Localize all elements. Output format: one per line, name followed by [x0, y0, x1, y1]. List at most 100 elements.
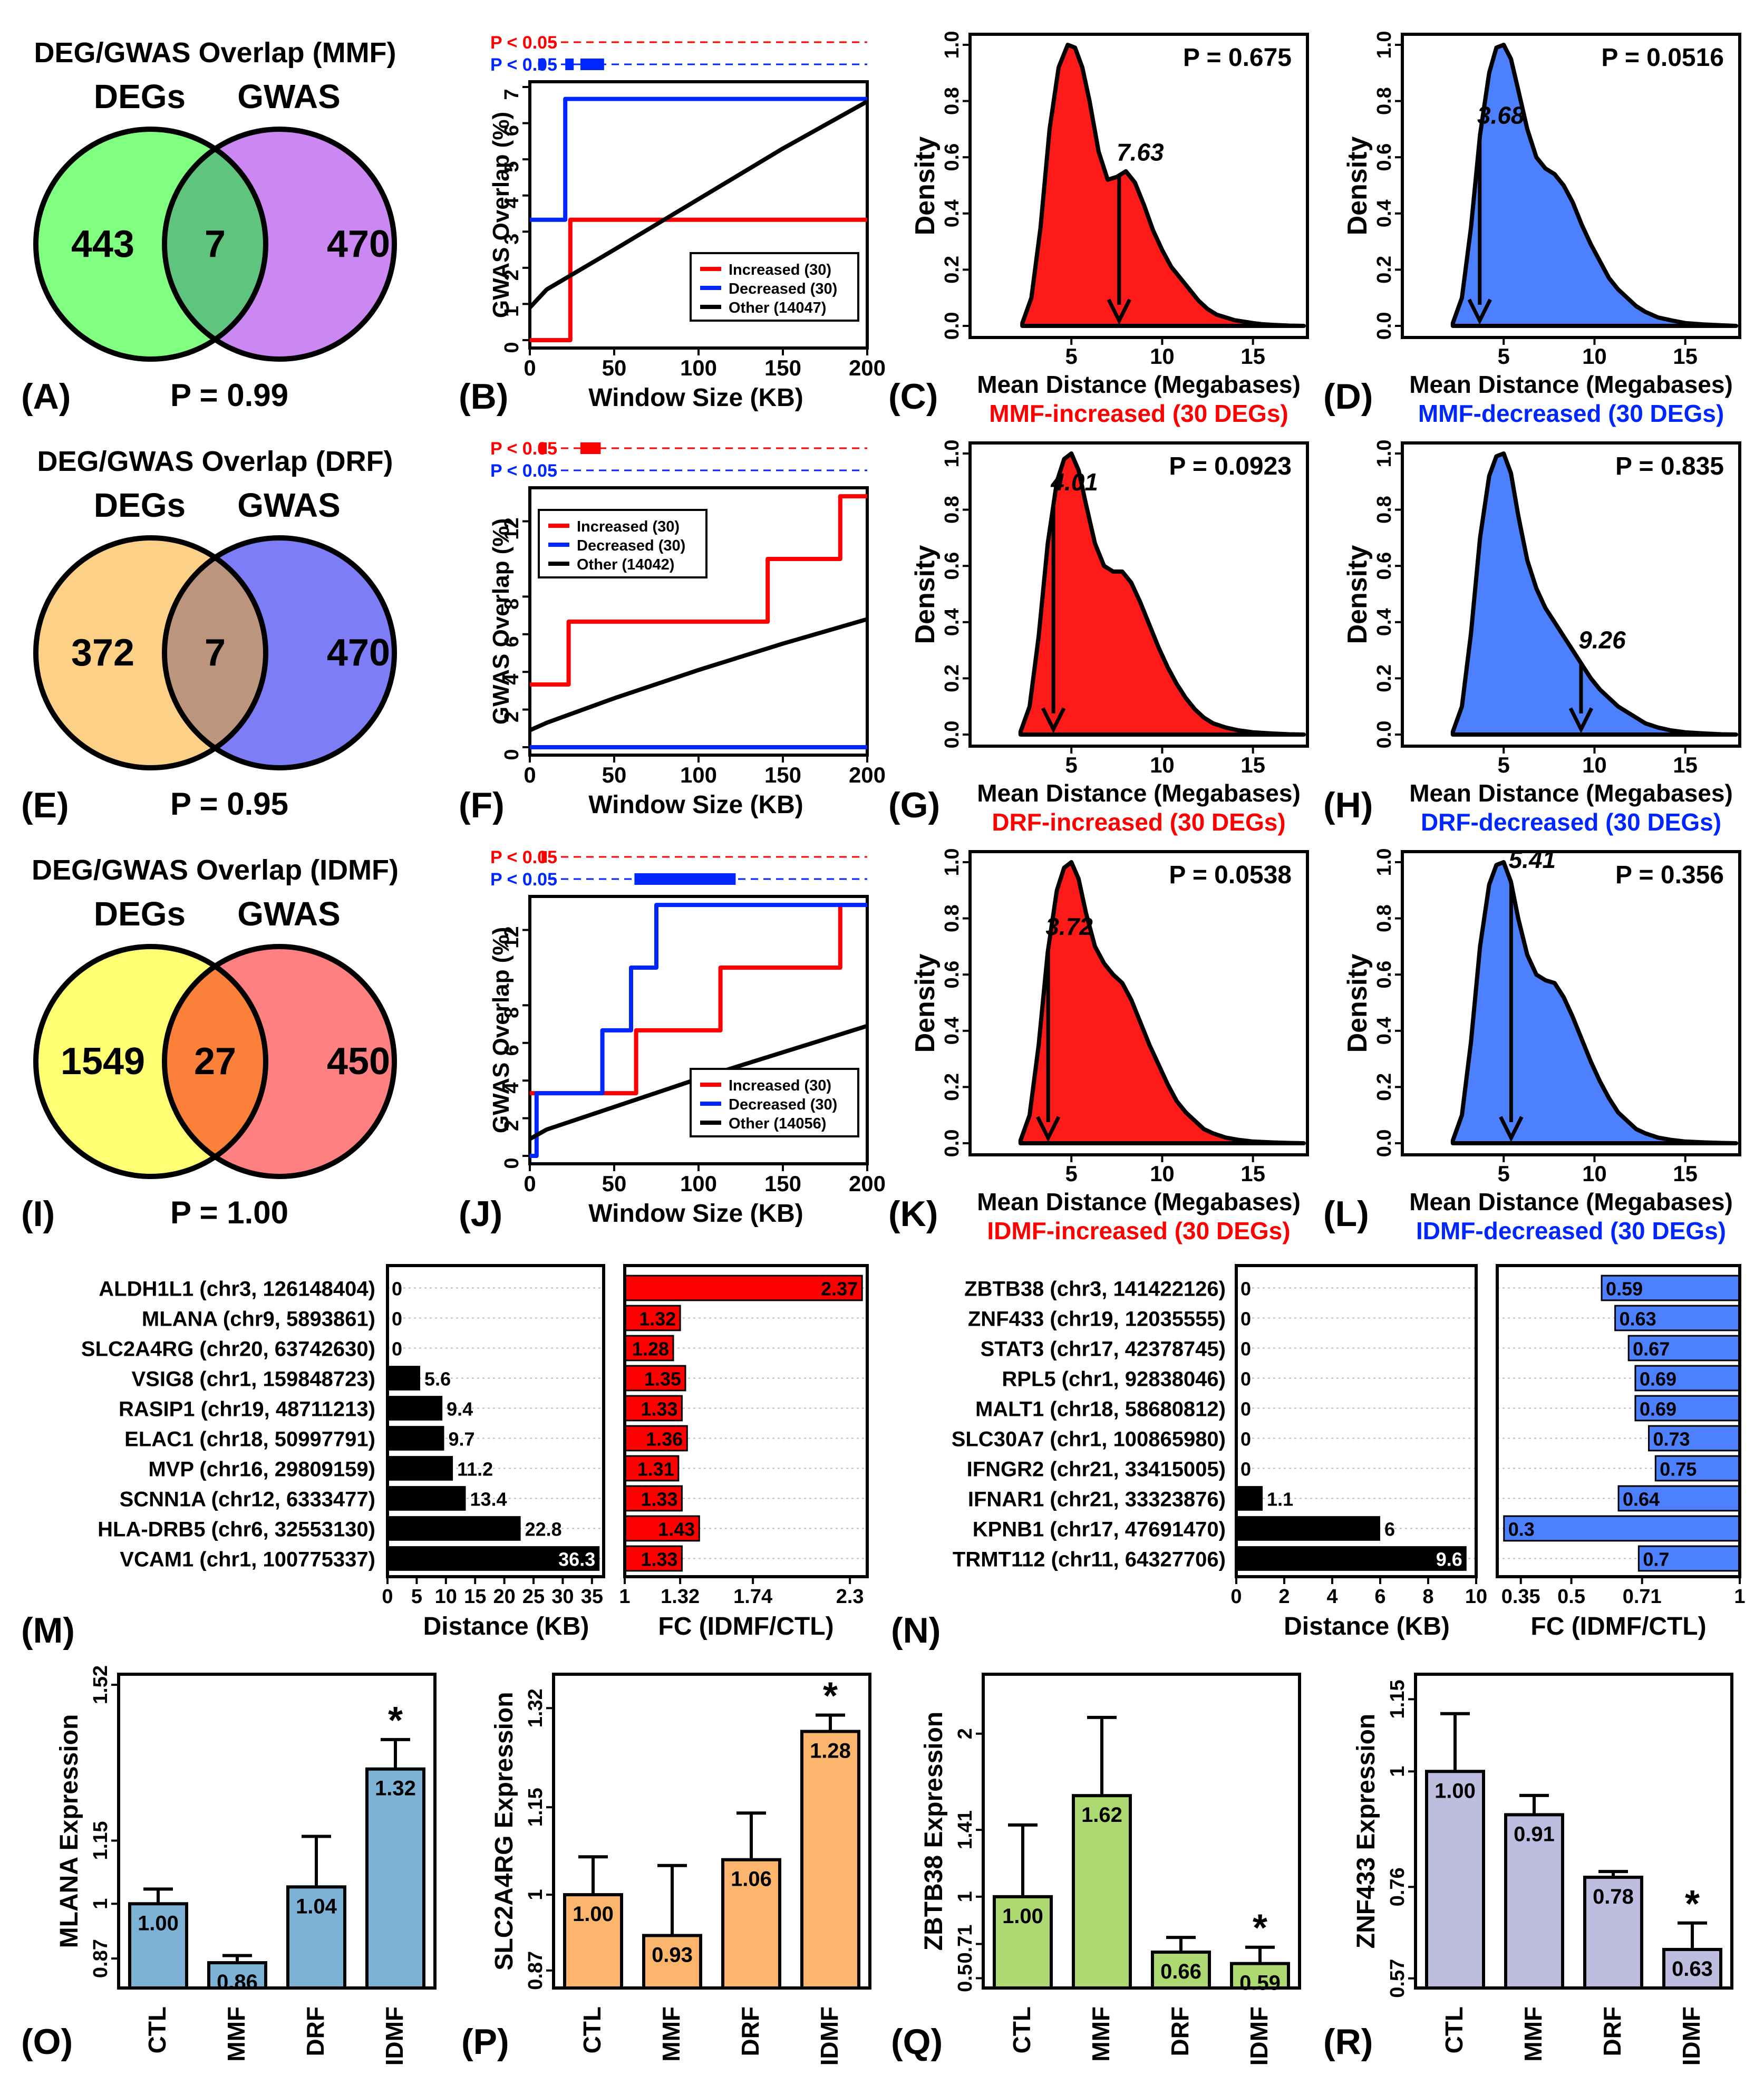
- panel-label: (C): [888, 377, 938, 417]
- x-tick-label: 5: [1065, 752, 1078, 777]
- x-tick-label: 15: [1673, 752, 1698, 777]
- bar-value-label: 0.78: [1593, 1885, 1634, 1908]
- x-tick-label: 150: [764, 1171, 801, 1196]
- fc-bar: [624, 1515, 700, 1542]
- venn-overlap-region: [164, 149, 266, 340]
- marker-value: 9.26: [1578, 626, 1626, 654]
- x-tick-label: 0: [382, 1586, 393, 1608]
- category-label: MMF: [222, 2006, 250, 2062]
- y-axis-label: SLC2A4RG Expression: [490, 1692, 518, 1970]
- panel-label: (H): [1323, 785, 1373, 825]
- x-tick-label: 0.35: [1501, 1586, 1540, 1608]
- density-area: [1450, 43, 1739, 328]
- y-axis-label: MLANA Expression: [55, 1714, 83, 1948]
- y-tick-label: 2: [501, 711, 523, 722]
- y-tick-label: 0.6: [941, 961, 963, 989]
- venn-left-count: 443: [71, 223, 134, 265]
- y-tick-label: 1.15: [90, 1821, 112, 1860]
- category-label: DRF: [736, 2006, 764, 2057]
- panel-label: (K): [888, 1194, 938, 1234]
- x-axis-label: Window Size (KB): [588, 1200, 803, 1228]
- venn-left-count: 1549: [61, 1040, 145, 1083]
- x-tick-label: 20: [493, 1586, 515, 1608]
- gene-label: TRMT112 (chr11, 64327706): [953, 1548, 1226, 1571]
- x-tick-label: 4: [1326, 1586, 1337, 1608]
- distance-value: 22.8: [525, 1519, 562, 1540]
- bar-value-label: 0.86: [217, 1971, 258, 1994]
- x-axis-label: Mean Distance (Megabases): [1409, 1188, 1733, 1215]
- y-tick-label: 1: [1387, 1766, 1409, 1777]
- y-tick-label: 1.0: [941, 440, 963, 468]
- distance-bar: [387, 1426, 444, 1451]
- series-line-red: [530, 903, 867, 1096]
- x-tick-label: 10: [1582, 344, 1607, 369]
- venn-right-count: 450: [327, 1040, 390, 1083]
- fc-value: 1.33: [641, 1398, 677, 1420]
- category-label: CTL: [1008, 2006, 1035, 2053]
- x-tick-label: 15: [1240, 1161, 1265, 1186]
- gene-label: MLANA (chr9, 5893861): [142, 1308, 375, 1331]
- x-tick-label: 50: [602, 1171, 627, 1196]
- x-tick-label: 200: [849, 763, 886, 787]
- y-tick-label: 2: [501, 1120, 523, 1131]
- y-tick-label: 0.2: [941, 664, 963, 692]
- sig-blue-label: P < 0.05: [490, 461, 557, 481]
- sig-red-marker: [540, 442, 547, 454]
- distance-bar: [1236, 1486, 1263, 1511]
- x-tick-label: 15: [1673, 344, 1698, 369]
- caption: IDMF-increased (30 DEGs): [987, 1217, 1290, 1244]
- gene-label: SLC30A7 (chr1, 100865980): [952, 1428, 1226, 1451]
- venn-right-outline: [162, 535, 397, 770]
- y-tick-label: 2: [501, 269, 523, 281]
- significance-star: *: [823, 1675, 838, 1717]
- y-tick-label: 4: [501, 674, 523, 685]
- y-tick-label: 1.0: [1373, 31, 1395, 59]
- y-tick-label: 0.5: [954, 1964, 976, 1992]
- venn-right-label: GWAS: [237, 486, 341, 524]
- x-tick-label: 1.32: [661, 1586, 700, 1608]
- fc-value: 1.36: [646, 1429, 683, 1450]
- sig-red-marker: [541, 851, 547, 863]
- gene-label: IFNGR2 (chr21, 33415005): [967, 1458, 1226, 1481]
- fc-bar: [624, 1455, 680, 1482]
- x-tick-label: 5: [1065, 344, 1078, 369]
- venn-right-count: 470: [327, 632, 390, 674]
- legend-entry: Decreased (30): [729, 281, 837, 297]
- distance-value: 0: [1240, 1308, 1251, 1330]
- x-axis-label: Distance (KB): [423, 1613, 589, 1640]
- y-tick-label: 0.6: [1373, 961, 1395, 989]
- fc-value: 0.75: [1660, 1459, 1697, 1480]
- expression-bar: [1662, 1947, 1722, 1990]
- x-tick-label: 0: [524, 1171, 536, 1196]
- plot-frame: [1401, 33, 1741, 339]
- y-tick-label: 6: [501, 1045, 523, 1056]
- distance-value: 36.3: [558, 1549, 595, 1570]
- distance-value: 9.7: [448, 1429, 474, 1450]
- legend-entry: Increased (30): [729, 262, 831, 278]
- gene-label: VSIG8 (chr1, 159848723): [131, 1368, 375, 1391]
- fc-bar: [1614, 1305, 1741, 1331]
- x-tick-label: 15: [464, 1586, 486, 1608]
- y-axis-label: Density: [1342, 545, 1373, 644]
- y-tick-label: 0: [501, 749, 523, 760]
- y-tick-label: 0.8: [1373, 496, 1395, 524]
- distance-value: 0: [1240, 1429, 1251, 1450]
- x-tick-label: 10: [1465, 1586, 1487, 1608]
- distance-value: 0: [1240, 1398, 1251, 1420]
- x-tick-label: 6: [1374, 1586, 1385, 1608]
- fc-value: 0.3: [1508, 1519, 1535, 1540]
- fc-value: 2.37: [821, 1278, 858, 1300]
- expression-bar: [563, 1893, 623, 1990]
- legend-entry: Increased (30): [577, 518, 680, 535]
- gene-label: ZBTB38 (chr3, 141422126): [964, 1278, 1226, 1301]
- caption: MMF-decreased (30 DEGs): [1418, 400, 1724, 427]
- marker-arrow-head: [1041, 707, 1066, 734]
- significance-star: *: [388, 1700, 403, 1742]
- category-label: IDMF: [1678, 2006, 1705, 2066]
- venn-left-outline: [33, 535, 268, 770]
- gene-label: ELAC1 (chr18, 50997791): [124, 1428, 375, 1451]
- fc-value: 1.33: [641, 1489, 677, 1510]
- panel-label: (L): [1323, 1194, 1369, 1234]
- gene-label: SCNN1A (chr12, 6333477): [120, 1488, 375, 1511]
